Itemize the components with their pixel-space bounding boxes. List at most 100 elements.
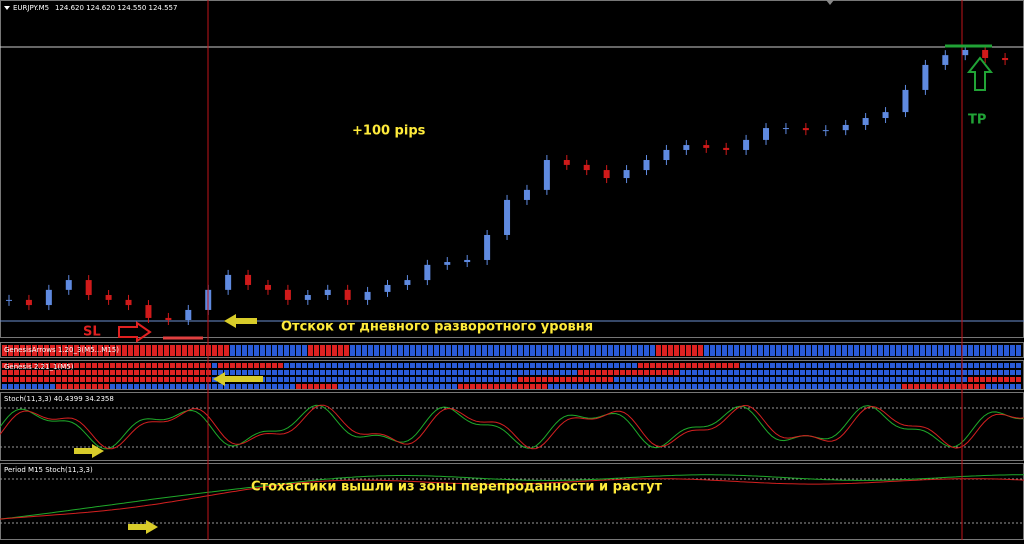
genesis-cell <box>62 377 67 382</box>
genesis-cell <box>74 384 79 389</box>
arrow-cell <box>698 345 703 356</box>
candle <box>683 145 690 150</box>
genesis-cell <box>440 363 445 368</box>
genesis-cell <box>296 370 301 375</box>
genesis-cell <box>542 384 547 389</box>
genesis-cell <box>908 370 913 375</box>
genesis-cell <box>182 384 187 389</box>
candle <box>125 299 132 306</box>
genesis-cell <box>302 370 307 375</box>
candle <box>464 259 471 263</box>
genesis-cell <box>518 377 523 382</box>
genesis-cell <box>164 363 169 368</box>
genesis-cell <box>404 363 409 368</box>
genesis-cell <box>164 370 169 375</box>
arrow-cell <box>494 345 499 356</box>
genesis-cell <box>872 370 877 375</box>
genesis-cell <box>740 370 745 375</box>
genesis-cell <box>752 370 757 375</box>
arrow-cell <box>530 345 535 356</box>
arrow-cell <box>350 345 355 356</box>
genesis-cell <box>986 370 991 375</box>
genesis-cell <box>818 363 823 368</box>
arrow-cell <box>782 345 787 356</box>
genesis-cell <box>152 384 157 389</box>
candle <box>444 262 451 265</box>
genesis-cell <box>824 384 829 389</box>
genesis-cell <box>32 363 37 368</box>
genesis-cell <box>518 370 523 375</box>
genesis-cell <box>416 370 421 375</box>
genesis-cell <box>578 363 583 368</box>
arrow-cell <box>344 345 349 356</box>
genesis-cell <box>374 363 379 368</box>
arrow-cell <box>272 345 277 356</box>
genesis-cell <box>932 384 937 389</box>
genesis-cell <box>476 377 481 382</box>
candle <box>643 160 650 171</box>
arrow-cell <box>110 345 115 356</box>
genesis-cell <box>164 384 169 389</box>
genesis-cell <box>332 384 337 389</box>
genesis-cell <box>794 377 799 382</box>
genesis-cell <box>416 363 421 368</box>
arrow-cell <box>476 345 481 356</box>
genesis-cell <box>188 363 193 368</box>
arrow-cell <box>50 345 55 356</box>
genesis-cell <box>44 377 49 382</box>
genesis-cell <box>860 377 865 382</box>
genesis-cell <box>266 363 271 368</box>
genesis-cell <box>692 377 697 382</box>
genesis-cell <box>116 384 121 389</box>
genesis-cell <box>158 370 163 375</box>
genesis-cell <box>182 377 187 382</box>
genesis-cell <box>56 377 61 382</box>
arrow-cell <box>956 345 961 356</box>
genesis-cell <box>530 384 535 389</box>
genesis-cell <box>674 370 679 375</box>
genesis-cell <box>224 363 229 368</box>
genesis-cell <box>986 384 991 389</box>
genesis-cell <box>662 384 667 389</box>
genesis-cell <box>914 384 919 389</box>
genesis-cell <box>260 384 265 389</box>
genesis-cell <box>674 377 679 382</box>
genesis-cell <box>932 377 937 382</box>
genesis-cell <box>926 384 931 389</box>
candle <box>404 280 411 285</box>
genesis-cell <box>458 377 463 382</box>
arrow-cell <box>620 345 625 356</box>
genesis-cell <box>380 370 385 375</box>
genesis-cell <box>704 370 709 375</box>
arrow-cell <box>1004 345 1009 356</box>
arrow-cell <box>542 345 547 356</box>
genesis-cell <box>932 363 937 368</box>
genesis-cell <box>644 370 649 375</box>
genesis-cell <box>806 377 811 382</box>
panel-label: Period M15 Stoch(11,3,3) <box>4 466 93 474</box>
candle <box>384 284 391 292</box>
genesis-cell <box>812 370 817 375</box>
genesis-cell <box>962 377 967 382</box>
arrow-cell <box>674 345 679 356</box>
genesis-cell <box>620 384 625 389</box>
genesis-cell <box>146 370 151 375</box>
genesis-cell <box>542 370 547 375</box>
genesis-cell <box>380 363 385 368</box>
genesis-cell <box>854 384 859 389</box>
genesis-cell <box>866 370 871 375</box>
genesis-cell <box>620 377 625 382</box>
genesis-cell <box>338 363 343 368</box>
genesis-cell <box>920 377 925 382</box>
genesis-cell <box>782 384 787 389</box>
genesis-cell <box>314 377 319 382</box>
genesis-cell <box>200 384 205 389</box>
genesis-cell <box>962 363 967 368</box>
genesis-cell <box>494 384 499 389</box>
arrow-cell <box>752 345 757 356</box>
genesis-cell <box>458 370 463 375</box>
genesis-cell <box>680 370 685 375</box>
arrow-cell <box>638 345 643 356</box>
genesis-cell <box>374 370 379 375</box>
genesis-cell <box>758 370 763 375</box>
